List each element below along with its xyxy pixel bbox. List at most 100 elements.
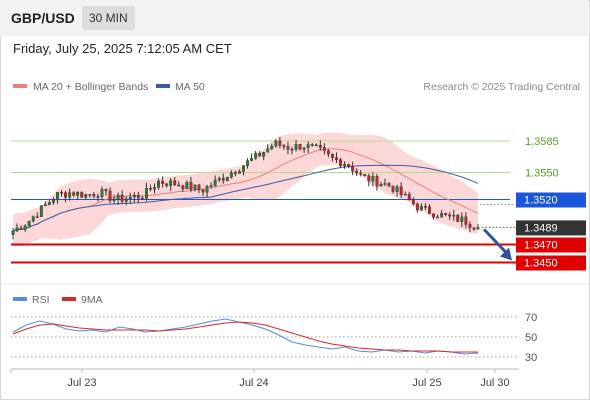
candle-98 bbox=[407, 191, 411, 201]
candle-body bbox=[217, 178, 221, 181]
candle-body bbox=[371, 176, 375, 182]
candle-89 bbox=[371, 172, 375, 187]
candle-body bbox=[294, 144, 298, 150]
candle-body bbox=[197, 184, 201, 191]
candle-body bbox=[290, 148, 294, 151]
candle-72 bbox=[302, 146, 306, 154]
candle-22 bbox=[100, 186, 104, 200]
candle-body bbox=[225, 177, 229, 181]
candle-body bbox=[363, 174, 367, 176]
candle-90 bbox=[375, 173, 379, 191]
candle-9 bbox=[47, 200, 51, 206]
candle-43 bbox=[185, 180, 189, 190]
candle-body bbox=[80, 191, 84, 198]
candle-body bbox=[246, 160, 250, 166]
candle-57 bbox=[241, 165, 245, 176]
candle-body bbox=[27, 220, 31, 227]
candle-body bbox=[419, 206, 423, 211]
candle-body bbox=[326, 150, 330, 155]
candle-body bbox=[339, 159, 342, 166]
candle-58 bbox=[246, 158, 250, 169]
candle-body bbox=[395, 186, 399, 192]
candle-body bbox=[120, 194, 124, 202]
candle-body bbox=[415, 203, 419, 211]
rsi-tick-label-70: 70 bbox=[525, 312, 537, 324]
candle-54 bbox=[229, 170, 233, 179]
candle-body bbox=[379, 183, 383, 187]
candle-37 bbox=[161, 176, 165, 188]
candle-86 bbox=[359, 169, 363, 177]
candle-6 bbox=[35, 212, 39, 218]
candle-45 bbox=[193, 184, 197, 192]
candle-body bbox=[258, 152, 262, 157]
candle-25 bbox=[112, 194, 116, 205]
candle-body bbox=[306, 144, 310, 148]
candle-93 bbox=[387, 182, 391, 188]
candle-body bbox=[104, 188, 108, 192]
rsi-tick-label-30: 30 bbox=[525, 352, 537, 364]
candle-94 bbox=[391, 185, 395, 194]
candle-body bbox=[335, 157, 338, 160]
candle-body bbox=[274, 140, 278, 147]
candle-body bbox=[124, 198, 128, 202]
candle-110 bbox=[456, 214, 460, 222]
candle-114 bbox=[472, 227, 476, 231]
level-labels: 1.3585 1.3550 1.3520 1.3470 1.3450 1.3489 bbox=[482, 136, 586, 271]
candle-21 bbox=[96, 193, 100, 202]
candle-body bbox=[100, 188, 104, 197]
moving-averages bbox=[12, 148, 479, 232]
price-levels bbox=[11, 140, 519, 264]
candle-body bbox=[351, 165, 355, 172]
candle-50 bbox=[213, 175, 217, 187]
candle-body bbox=[92, 194, 96, 197]
timeframe-badge[interactable]: 30 MIN bbox=[82, 6, 135, 30]
candle-body bbox=[72, 192, 76, 196]
candle-body bbox=[432, 213, 435, 218]
candle-body bbox=[266, 148, 270, 153]
candle-body bbox=[278, 140, 282, 146]
datetime-label: Friday, July 25, 2025 7:12:05 AM CET bbox=[13, 41, 232, 56]
candle-26 bbox=[116, 192, 120, 205]
candle-33 bbox=[144, 182, 148, 202]
candle-51 bbox=[217, 176, 221, 183]
candle-59 bbox=[250, 153, 254, 162]
candle-24 bbox=[108, 187, 112, 204]
candle-81 bbox=[339, 157, 342, 168]
candle-body bbox=[310, 144, 314, 146]
candle-body bbox=[19, 227, 23, 230]
candle-body bbox=[43, 204, 47, 207]
candle-body bbox=[60, 192, 63, 194]
candle-body bbox=[375, 176, 379, 187]
x-tick-label-1: Jul 24 bbox=[239, 377, 268, 389]
candle-8 bbox=[43, 201, 47, 207]
candle-body bbox=[472, 227, 476, 230]
candle-102 bbox=[424, 203, 427, 211]
candle-body bbox=[456, 214, 460, 222]
candle-107 bbox=[444, 212, 448, 217]
candle-10 bbox=[52, 197, 55, 205]
rsi-tick-label-50: 50 bbox=[525, 332, 537, 344]
candle-body bbox=[298, 144, 302, 150]
candle-body bbox=[452, 214, 456, 217]
candle-23 bbox=[104, 188, 108, 196]
candle-body bbox=[23, 225, 27, 230]
candle-body bbox=[355, 170, 359, 174]
x-tick-label-2: Jul 25 bbox=[412, 377, 441, 389]
candle-body bbox=[241, 165, 245, 172]
candle-79 bbox=[331, 153, 334, 162]
candle-75 bbox=[314, 143, 318, 147]
candle-66 bbox=[278, 137, 282, 149]
rsi-ma-legend-swatch bbox=[62, 297, 76, 301]
candle-body bbox=[39, 205, 43, 218]
candle-31 bbox=[136, 191, 140, 203]
candle-body bbox=[468, 224, 472, 228]
candle-body bbox=[189, 181, 193, 190]
candle-body bbox=[359, 173, 363, 175]
candle-48 bbox=[205, 184, 209, 198]
candle-body bbox=[411, 199, 415, 205]
candle-body bbox=[47, 202, 51, 205]
candle-body bbox=[68, 192, 72, 198]
candle-77 bbox=[322, 143, 326, 155]
candle-62 bbox=[262, 151, 266, 161]
